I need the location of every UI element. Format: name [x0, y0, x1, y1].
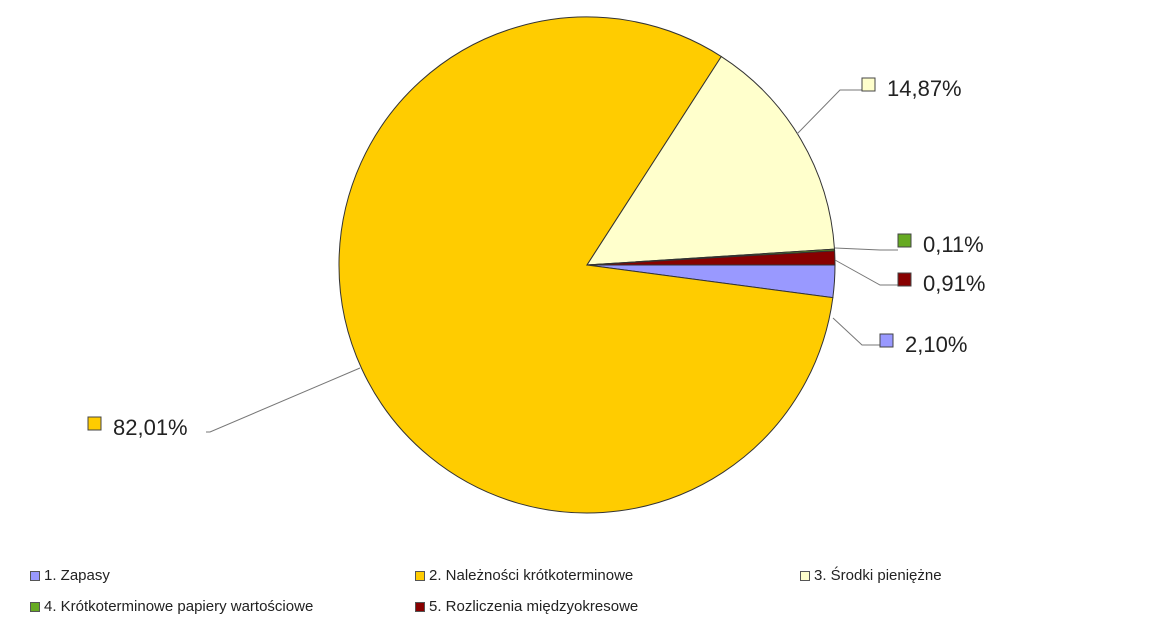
- data-label-rozliczenia: 0,91%: [923, 271, 985, 296]
- leader-line-srodki: [796, 89, 862, 135]
- pie-slice-rozliczenia: [586, 250, 836, 266]
- data-label-swatch-srodki: [861, 77, 876, 92]
- data-label-swatch-naleznosci: [87, 416, 102, 431]
- leader-line-rozliczenia: [834, 259, 898, 286]
- leader-line-naleznosci: [206, 367, 361, 433]
- pie-slice-naleznosci: [338, 16, 834, 514]
- legend-swatch-naleznosci: [415, 570, 425, 581]
- legend-label-naleznosci: 2. Należności krótkoterminowe: [429, 567, 634, 584]
- legend-item-rozliczenia: 5. Rozliczenia międzyokresowe: [415, 598, 638, 615]
- legend-swatch-rozliczenia: [415, 601, 425, 612]
- legend-item-zapasy: 1. Zapasy: [30, 567, 110, 584]
- data-label-swatch-rozliczenia: [897, 272, 912, 287]
- legend-label-srodki: 3. Środki pieniężne: [814, 567, 942, 584]
- legend-item-srodki: 3. Środki pieniężne: [800, 567, 942, 584]
- pie-chart-svg: 2,10% 82,01% 14,87% 0,11% 0,91%: [87, 16, 985, 514]
- data-label-swatch-zapasy: [879, 333, 894, 348]
- legend-item-papiery: 4. Krótkoterminowe papiery wartościowe: [30, 598, 313, 615]
- data-label-papiery: 0,11%: [923, 232, 984, 257]
- data-label-srodki: 14,87%: [887, 76, 962, 101]
- legend-swatch-srodki: [800, 570, 810, 581]
- data-label-naleznosci: 82,01%: [113, 415, 188, 440]
- leader-line-papiery: [834, 247, 898, 251]
- legend-label-rozliczenia: 5. Rozliczenia międzyokresowe: [429, 598, 639, 615]
- legend-label-papiery: 4. Krótkoterminowe papiery wartościowe: [44, 598, 314, 615]
- legend-swatch-zapasy: [30, 570, 40, 581]
- chart-legend: 1. Zapasy 2. Należności krótkoterminowe …: [0, 556, 1161, 619]
- leader-line-zapasy: [832, 317, 880, 346]
- legend-swatch-papiery: [30, 601, 40, 612]
- pie-slice-srodki: [586, 55, 836, 266]
- data-label-zapasy: 2,10%: [905, 332, 967, 357]
- legend-label-zapasy: 1. Zapasy: [44, 567, 110, 584]
- data-label-swatch-papiery: [897, 233, 912, 248]
- legend-item-naleznosci: 2. Należności krótkoterminowe: [415, 567, 633, 584]
